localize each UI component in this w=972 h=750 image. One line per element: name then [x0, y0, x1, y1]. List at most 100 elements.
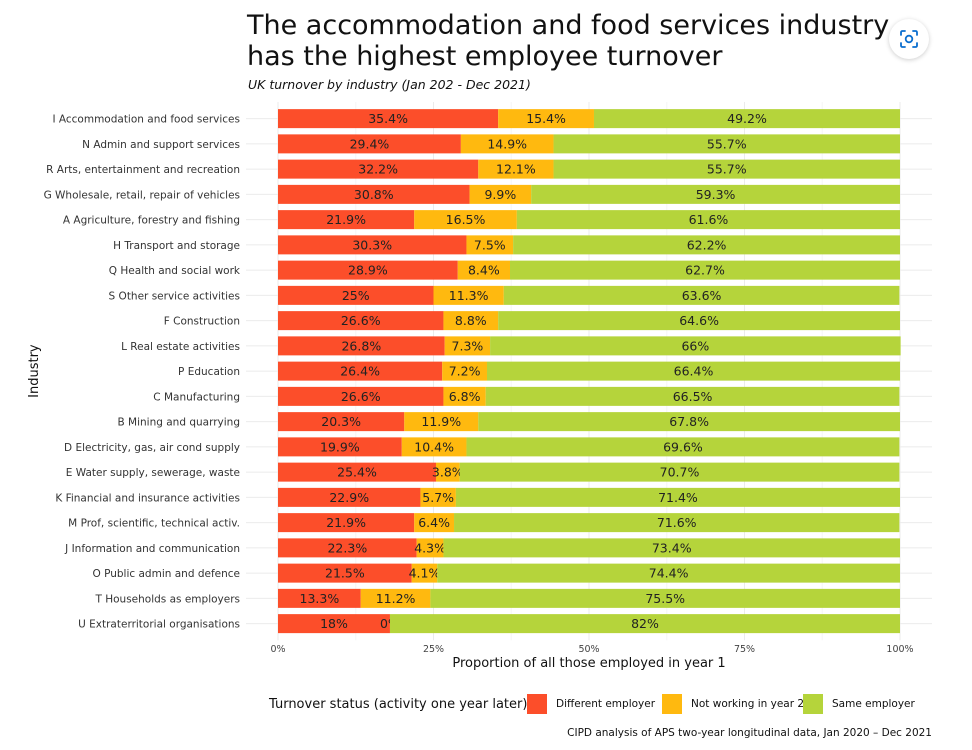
bar-segment — [278, 462, 436, 482]
category-label: U Extraterritorial organisations — [78, 619, 240, 631]
legend-swatch — [803, 694, 823, 714]
data-label: 62.7% — [685, 263, 725, 278]
category-label: T Households as employers — [94, 593, 240, 605]
data-label: 22.9% — [329, 490, 369, 505]
x-tick-label: 100% — [886, 644, 913, 655]
bar-segment — [278, 109, 499, 129]
bar-segment — [466, 235, 514, 255]
category-label: G Wholesale, retail, repair of vehicles — [44, 189, 240, 201]
bar-segment — [443, 538, 900, 558]
legend-swatch — [662, 694, 682, 714]
data-label: 71.6% — [657, 515, 697, 530]
data-label: 15.4% — [526, 111, 566, 126]
bar-segment — [457, 260, 511, 280]
data-label: 67.8% — [669, 414, 709, 429]
category-label: L Real estate activities — [121, 341, 240, 353]
bar-segment — [460, 134, 554, 154]
bar-segment — [278, 538, 417, 558]
bar-segment — [278, 361, 443, 381]
bar-segment — [531, 184, 900, 204]
data-label: 55.7% — [707, 162, 747, 177]
bar-segment — [278, 563, 412, 583]
bar-segment — [278, 336, 445, 356]
category-label: E Water supply, sewerage, waste — [66, 467, 240, 479]
data-label: 49.2% — [727, 111, 767, 126]
data-label: 6.8% — [449, 389, 481, 404]
data-label: 5.7% — [422, 490, 454, 505]
bar-segment — [553, 134, 900, 154]
data-label: 25.4% — [337, 465, 377, 480]
y-axis-title: Industry — [27, 344, 42, 398]
data-label: 16.5% — [446, 212, 486, 227]
category-label: D Electricity, gas, air cond supply — [64, 442, 240, 454]
data-label: 70.7% — [660, 465, 700, 480]
bar-segment — [278, 311, 444, 331]
data-label: 74.4% — [649, 566, 689, 581]
category-label: B Mining and quarrying — [118, 417, 241, 429]
bar-segment — [430, 588, 900, 608]
category-label: S Other service activities — [109, 290, 240, 302]
bar-segment — [278, 437, 402, 457]
visual-search-icon — [900, 30, 918, 48]
data-label: 30.3% — [352, 237, 392, 252]
bar-segment — [278, 260, 458, 280]
x-axis-title: Proportion of all those employed in year… — [452, 656, 725, 671]
source-caption: CIPD analysis of APS two-year longitudin… — [567, 727, 932, 739]
data-label: 11.2% — [376, 591, 416, 606]
bar-segment — [278, 487, 421, 507]
bar-segment — [416, 538, 444, 558]
data-label: 11.3% — [449, 288, 489, 303]
bar-segment — [278, 513, 415, 533]
data-label: 69.6% — [663, 439, 703, 454]
category-label: I Accommodation and food services — [52, 114, 240, 126]
data-label: 32.2% — [358, 162, 398, 177]
category-label: Q Health and social work — [109, 265, 241, 277]
category-label: N Admin and support services — [82, 139, 240, 151]
data-label: 7.2% — [449, 364, 481, 379]
bar-segment — [278, 184, 470, 204]
bar-segment — [278, 159, 479, 179]
x-tick-label: 0% — [270, 644, 285, 655]
bar-segment — [278, 386, 444, 406]
category-label: J Information and communication — [64, 543, 240, 555]
bar-segment — [516, 210, 900, 230]
bar-segment — [513, 235, 900, 255]
data-label: 9.9% — [484, 187, 516, 202]
bar-segment — [435, 462, 460, 482]
data-label: 82% — [631, 616, 659, 631]
data-label: 13.3% — [300, 591, 340, 606]
category-label: R Arts, entertainment and recreation — [46, 164, 240, 176]
legend-entry: Different employer — [556, 698, 656, 710]
data-label: 59.3% — [696, 187, 736, 202]
bar-segment — [459, 462, 900, 482]
bar-segment — [442, 361, 487, 381]
bar-segment — [278, 412, 405, 432]
data-label: 8.8% — [455, 313, 487, 328]
data-label: 14.9% — [487, 136, 527, 151]
data-label: 26.8% — [341, 338, 381, 353]
data-label: 6.4% — [418, 515, 450, 530]
data-label: 29.4% — [350, 136, 390, 151]
data-label: 71.4% — [658, 490, 698, 505]
bar-segment — [498, 311, 900, 331]
category-label: P Education — [178, 366, 240, 378]
visual-search-button[interactable] — [889, 19, 929, 59]
bar-segment — [498, 109, 594, 129]
data-label: 7.5% — [474, 237, 506, 252]
data-label: 11.9% — [421, 414, 461, 429]
category-label: A Agriculture, forestry and fishing — [63, 215, 240, 227]
bar-segment — [420, 487, 456, 507]
bar-segment — [411, 563, 438, 583]
bar-segment — [433, 285, 504, 305]
bar-segment — [469, 184, 532, 204]
data-label: 18% — [320, 616, 348, 631]
bar-segment — [278, 285, 434, 305]
category-label: F Construction — [164, 316, 240, 328]
bar-segment — [478, 159, 554, 179]
data-label: 4.3% — [414, 540, 446, 555]
data-label: 21.9% — [326, 515, 366, 530]
legend-entry: Not working in year 2 — [691, 698, 804, 710]
chart-title: The accommodation and food services indu… — [247, 10, 890, 72]
x-tick-label: 75% — [734, 644, 755, 655]
data-label: 63.6% — [682, 288, 722, 303]
